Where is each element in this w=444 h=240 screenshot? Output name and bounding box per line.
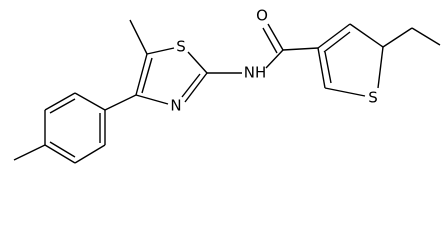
bond [146,47,175,55]
bond [382,27,413,48]
bond [135,53,148,96]
bond [184,72,208,103]
bond [44,144,76,164]
atom-label: N [170,97,181,115]
atom-label: S [176,38,186,56]
atom-labels: O NH S N S [170,7,377,115]
bond [135,94,169,105]
bond [49,98,76,114]
bond [349,23,384,48]
bond [181,73,201,98]
bond [187,51,208,74]
bond [282,47,319,51]
bond [324,51,332,84]
bond [104,94,137,111]
bond [265,49,284,69]
bond [324,87,366,97]
bond [74,144,106,164]
bond [317,23,351,49]
molecule-diagram: O NH S N S [13,7,441,164]
bond [49,141,76,158]
bond [317,47,326,89]
bond [411,27,441,46]
bond [262,27,278,54]
atom-label: NH [244,64,267,82]
bond [141,57,153,94]
atom-label: S [368,89,378,107]
bond [267,23,284,51]
bond [44,92,76,111]
bond [377,46,384,89]
bond [13,144,46,161]
bonds [13,19,441,164]
bond [129,19,148,55]
bond [74,92,106,111]
atom-label: O [256,7,268,25]
bond [323,31,351,53]
